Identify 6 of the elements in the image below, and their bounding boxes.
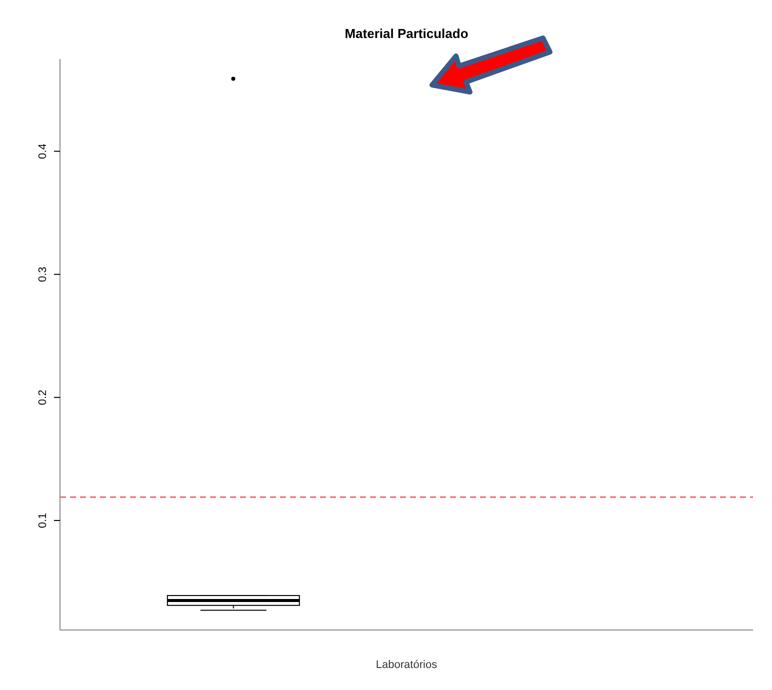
y-tick-label: 0.1	[37, 512, 49, 528]
y-tick-label: 0.3	[37, 266, 49, 282]
x-axis-title: Laboratórios	[376, 659, 438, 671]
y-tick-label: 0.2	[37, 390, 49, 406]
chart-title: Material Particulado	[344, 26, 470, 41]
y-tick-label: 0.4	[37, 144, 49, 159]
